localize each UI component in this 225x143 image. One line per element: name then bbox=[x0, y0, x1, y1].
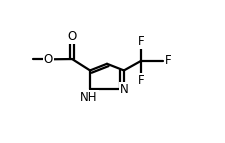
Text: F: F bbox=[138, 35, 145, 48]
Text: O: O bbox=[44, 53, 53, 66]
Text: N: N bbox=[119, 83, 128, 96]
Text: F: F bbox=[138, 74, 145, 87]
Text: NH: NH bbox=[80, 91, 98, 104]
Text: F: F bbox=[165, 54, 171, 67]
Text: O: O bbox=[68, 30, 77, 43]
